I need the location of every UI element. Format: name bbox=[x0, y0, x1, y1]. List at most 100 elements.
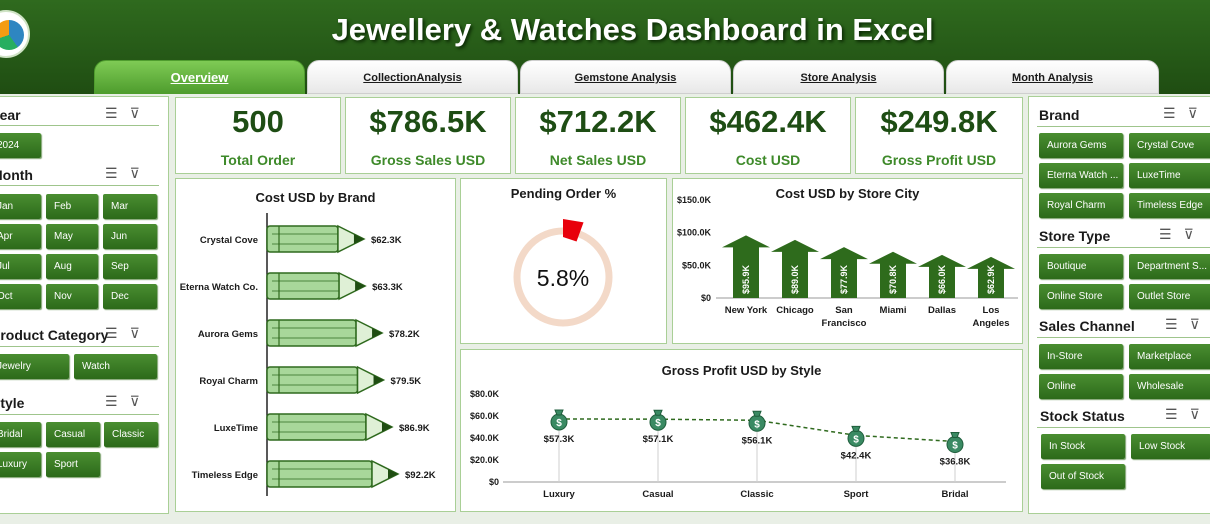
data-label: $86.9K bbox=[399, 423, 430, 434]
left-slicer-panel: Year ☰⊽ 2024 Month ☰⊽ Jan Feb Mar Apr Ma… bbox=[0, 96, 169, 514]
brand-slicer-title: Brand bbox=[1039, 107, 1080, 123]
bar-tip bbox=[356, 365, 386, 395]
month-item[interactable]: Jan bbox=[0, 194, 41, 219]
category-label: San bbox=[835, 305, 853, 316]
bar bbox=[967, 256, 1015, 298]
clear-filter-icon[interactable]: ⊽ bbox=[1183, 226, 1206, 242]
sales-channel-slicer-icons: ☰⊽ bbox=[1165, 316, 1210, 333]
clear-filter-icon[interactable]: ⊽ bbox=[129, 165, 152, 181]
style-item[interactable]: Sport bbox=[46, 452, 100, 477]
tab-store-analysis[interactable]: Store Analysis bbox=[733, 60, 944, 94]
sales-channel-item[interactable]: Wholesale bbox=[1129, 374, 1210, 399]
bar-lead bbox=[372, 328, 383, 338]
clear-filter-icon[interactable]: ⊽ bbox=[129, 105, 152, 121]
category-label: Luxury bbox=[543, 489, 575, 500]
multi-select-icon[interactable]: ☰ bbox=[1159, 226, 1184, 242]
kpi-card-cost: $462.4K Cost USD bbox=[685, 97, 851, 174]
chart-title: Gross Profit USD by Style bbox=[661, 363, 822, 378]
store-type-item[interactable]: Boutique bbox=[1039, 254, 1123, 279]
y-tick-label: $80.0K bbox=[470, 389, 500, 399]
kpi-label: Gross Profit USD bbox=[881, 152, 997, 168]
category-label: Francisco bbox=[822, 318, 867, 329]
store-type-item[interactable]: Outlet Store bbox=[1129, 284, 1210, 309]
clear-filter-icon[interactable]: ⊽ bbox=[129, 393, 152, 409]
style-item[interactable]: Classic bbox=[104, 422, 158, 447]
brand-item[interactable]: Eterna Watch ... bbox=[1039, 163, 1123, 188]
store-type-item[interactable]: Online Store bbox=[1039, 284, 1123, 309]
month-item[interactable]: May bbox=[46, 224, 98, 249]
money-bag-icon: $ bbox=[550, 409, 568, 431]
multi-select-icon[interactable]: ☰ bbox=[105, 325, 130, 341]
month-item[interactable]: Aug bbox=[46, 254, 98, 279]
data-label: $62.3K bbox=[371, 235, 402, 246]
data-label: $78.2K bbox=[389, 329, 420, 340]
clear-filter-icon[interactable]: ⊽ bbox=[1189, 406, 1210, 422]
month-item[interactable]: Oct bbox=[0, 284, 41, 309]
clear-filter-icon[interactable]: ⊽ bbox=[1189, 316, 1210, 332]
money-bag-icon: $ bbox=[946, 432, 964, 454]
month-item[interactable]: Feb bbox=[46, 194, 98, 219]
bar-lead bbox=[355, 281, 366, 291]
tab-gemstone-analysis[interactable]: Gemstone Analysis bbox=[520, 60, 731, 94]
sales-channel-item[interactable]: Online bbox=[1039, 374, 1123, 399]
bar-body bbox=[266, 366, 359, 394]
brand-item[interactable]: LuxeTime bbox=[1129, 163, 1210, 188]
multi-select-icon[interactable]: ☰ bbox=[105, 393, 130, 409]
data-label: $42.4K bbox=[841, 450, 872, 461]
tab-collection-analysis[interactable]: CollectionAnalysis bbox=[307, 60, 518, 94]
product-category-slicer-icons: ☰⊽ bbox=[105, 325, 152, 342]
stock-status-item[interactable]: Low Stock bbox=[1131, 434, 1210, 459]
clear-filter-icon[interactable]: ⊽ bbox=[1187, 105, 1210, 121]
data-label: $92.2K bbox=[405, 470, 436, 481]
month-item[interactable]: Sep bbox=[103, 254, 157, 279]
brand-item[interactable]: Crystal Cove bbox=[1129, 133, 1210, 158]
bar bbox=[918, 254, 966, 298]
style-slicer-icons: ☰⊽ bbox=[105, 393, 152, 410]
multi-select-icon[interactable]: ☰ bbox=[1165, 316, 1190, 332]
month-item[interactable]: Dec bbox=[103, 284, 157, 309]
tab-overview[interactable]: Overview bbox=[94, 60, 305, 94]
data-label: $63.3K bbox=[372, 282, 403, 293]
category-label: Chicago bbox=[776, 305, 814, 316]
stock-status-item[interactable]: Out of Stock bbox=[1041, 464, 1125, 489]
category-item[interactable]: Watch bbox=[74, 354, 157, 379]
data-label: $66.0K bbox=[937, 264, 947, 294]
brand-slicer-icons: ☰⊽ bbox=[1163, 105, 1210, 122]
sales-channel-item[interactable]: In-Store bbox=[1039, 344, 1123, 369]
y-tick-label: $100.0K bbox=[677, 228, 712, 238]
kpi-value: 500 bbox=[232, 104, 284, 139]
category-label: Timeless Edge bbox=[192, 470, 258, 481]
store-type-item[interactable]: Department S... bbox=[1129, 254, 1210, 279]
tab-month-analysis[interactable]: Month Analysis bbox=[946, 60, 1159, 94]
month-item[interactable]: Jul bbox=[0, 254, 41, 279]
stock-status-item[interactable]: In Stock bbox=[1041, 434, 1125, 459]
brand-item[interactable]: Timeless Edge bbox=[1129, 193, 1210, 218]
bar-lead bbox=[373, 375, 384, 385]
bar bbox=[266, 271, 367, 301]
sales-channel-item[interactable]: Marketplace bbox=[1129, 344, 1210, 369]
multi-select-icon[interactable]: ☰ bbox=[1163, 105, 1188, 121]
category-item[interactable]: Jewelry bbox=[0, 354, 69, 379]
chart-title: Pending Order % bbox=[510, 186, 617, 201]
style-item[interactable]: Casual bbox=[46, 422, 100, 447]
year-item[interactable]: 2024 bbox=[0, 133, 41, 158]
brand-item[interactable]: Aurora Gems bbox=[1039, 133, 1123, 158]
chart-profit-by-style: Gross Profit USD by Style $0 $20.0K $40.0K… bbox=[460, 349, 1023, 512]
month-item[interactable]: Nov bbox=[46, 284, 98, 309]
bag-neck bbox=[950, 432, 960, 439]
month-item[interactable]: Apr bbox=[0, 224, 41, 249]
kpi-card-gross-sales: $786.5K Gross Sales USD bbox=[345, 97, 511, 174]
clear-filter-icon[interactable]: ⊽ bbox=[129, 325, 152, 341]
multi-select-icon[interactable]: ☰ bbox=[105, 105, 130, 121]
month-item[interactable]: Mar bbox=[103, 194, 157, 219]
month-item[interactable]: Jun bbox=[103, 224, 157, 249]
product-category-slicer-title: Product Category bbox=[0, 327, 109, 343]
brand-item[interactable]: Royal Charm bbox=[1039, 193, 1123, 218]
style-item[interactable]: Bridal bbox=[0, 422, 41, 447]
category-label: Bridal bbox=[942, 489, 969, 500]
bar-tip bbox=[355, 318, 384, 348]
data-label: $56.1K bbox=[742, 435, 773, 446]
style-item[interactable]: Luxury bbox=[0, 452, 41, 477]
multi-select-icon[interactable]: ☰ bbox=[1165, 406, 1190, 422]
multi-select-icon[interactable]: ☰ bbox=[105, 165, 130, 181]
